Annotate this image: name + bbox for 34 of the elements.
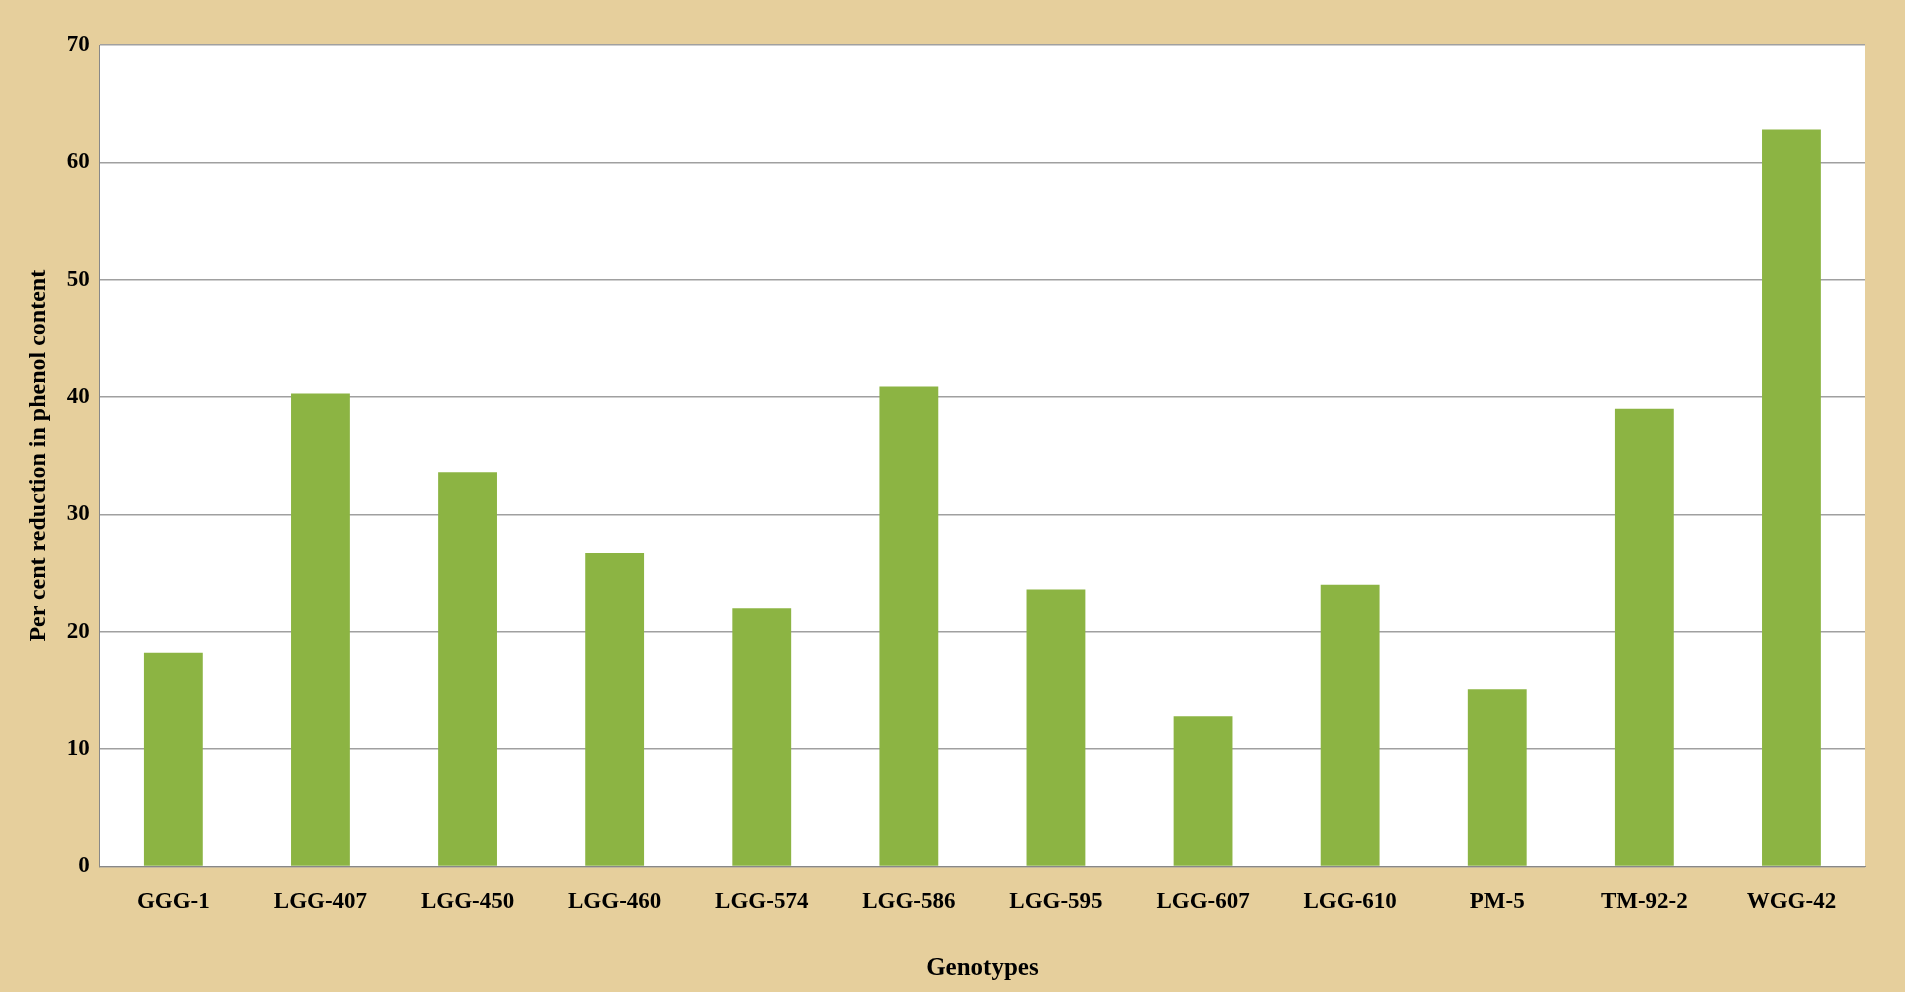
- bar: [879, 386, 939, 866]
- y-tick-label: 0: [78, 852, 90, 878]
- bar: [143, 652, 203, 866]
- bar: [585, 553, 645, 866]
- y-tick-label: 10: [66, 734, 90, 760]
- y-tick-label: 20: [66, 617, 90, 643]
- y-tick-label: 50: [66, 265, 90, 291]
- x-tick-label: LGG-450: [420, 888, 515, 914]
- y-tick-label: 40: [66, 382, 90, 408]
- bar: [1173, 716, 1233, 866]
- y-tick-label: 70: [66, 30, 90, 56]
- bar: [438, 472, 497, 866]
- bar: [1320, 584, 1380, 866]
- y-tick-label: 30: [66, 500, 90, 526]
- x-axis-title: Genotypes: [926, 953, 1039, 981]
- bar: [732, 608, 792, 866]
- bar: [291, 393, 350, 866]
- x-tick-label: LGG-586: [862, 888, 956, 914]
- x-tick-label: PM-5: [1469, 888, 1525, 914]
- y-axis-title: Per cent reduction in phenol content: [23, 269, 50, 642]
- x-tick-label: LGG-574: [715, 888, 809, 914]
- bar: [1026, 589, 1086, 866]
- x-tick-label: GGG-1: [136, 888, 210, 914]
- x-tick-label: WGG-42: [1746, 888, 1837, 914]
- x-tick-label: LGG-607: [1156, 888, 1250, 914]
- x-tick-label: LGG-610: [1303, 888, 1397, 914]
- x-tick-label: LGG-407: [273, 888, 368, 914]
- x-tick-label: TM-92-2: [1600, 888, 1688, 914]
- bar: [1762, 129, 1821, 866]
- bar: [1467, 689, 1527, 866]
- y-tick-label: 60: [66, 148, 90, 174]
- bar: [1614, 408, 1674, 866]
- x-tick-label: LGG-595: [1009, 888, 1103, 914]
- x-tick-label: LGG-460: [568, 888, 662, 914]
